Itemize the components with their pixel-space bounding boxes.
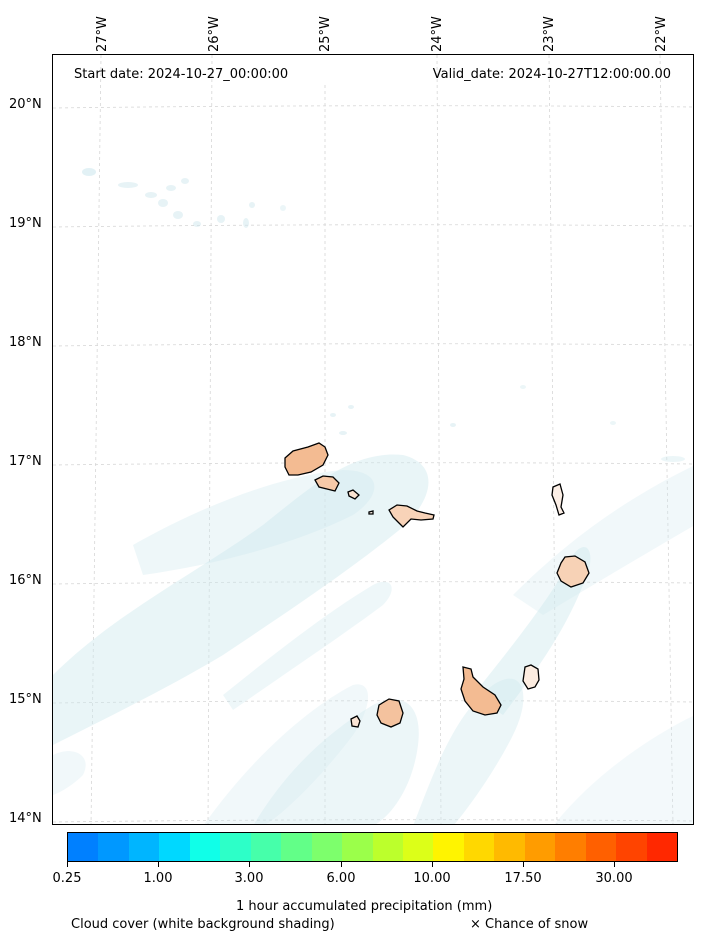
island-santo-antao [284, 442, 329, 476]
colorbar-swatch [433, 833, 466, 861]
graticule [53, 55, 693, 824]
colorbar-swatch [585, 833, 618, 861]
colorbar-swatch [524, 833, 557, 861]
island-raso [368, 510, 374, 515]
colorbar-swatch [250, 833, 283, 861]
colorbar-swatch [159, 833, 191, 861]
colorbar-tick [158, 862, 159, 867]
colorbar-swatch [189, 833, 222, 861]
cloud-cover-shading [53, 168, 693, 824]
colorbar-tick [341, 862, 342, 867]
island-fogo [376, 698, 404, 728]
island-sal [551, 483, 565, 516]
map-panel[interactable]: Start date: 2024-10-27_00:00:00 Valid_da… [52, 54, 694, 825]
colorbar-swatch [68, 833, 100, 861]
island-boa-vista [556, 555, 590, 588]
colorbar-tick-label: 0.25 [52, 871, 82, 886]
islands [284, 442, 590, 728]
island-sao-nicolau [388, 504, 435, 528]
colorbar-tick-label: 6.00 [326, 871, 356, 886]
island-santa-luzia [347, 489, 360, 500]
lon-label-25w: 25°W [318, 16, 333, 52]
snow-chance-note: × Chance of snow [470, 917, 589, 932]
colorbar-tick-label: 10.00 [413, 871, 451, 886]
start-date-label: Start date: 2024-10-27_00:00:00 [74, 67, 289, 82]
lat-label-14n: 14°N [9, 811, 42, 826]
lon-label-23w: 23°W [542, 16, 557, 52]
colorbar-swatch [342, 833, 374, 861]
colorbar-title: 1 hour accumulated precipitation (mm) [236, 899, 493, 914]
colorbar-tick-label: 30.00 [595, 871, 633, 886]
colorbar-swatch [220, 833, 252, 861]
map-canvas [53, 55, 693, 824]
colorbar-swatch [402, 833, 435, 861]
colorbar-tick [67, 862, 68, 867]
colorbar-swatch [372, 833, 405, 861]
colorbar-swatch [98, 833, 131, 861]
island-sao-vicente [314, 475, 340, 492]
colorbar-swatch [463, 833, 496, 861]
colorbar-swatch [616, 833, 648, 861]
precipitation-colorbar [67, 832, 678, 862]
valid-date-label: Valid_date: 2024-10-27T12:00:00.00 [432, 67, 671, 82]
colorbar-tick [614, 862, 615, 867]
island-brava [350, 715, 361, 728]
colorbar-swatch [281, 833, 313, 861]
colorbar-swatch [128, 833, 161, 861]
colorbar-swatch [311, 833, 344, 861]
colorbar-swatch [494, 833, 526, 861]
colorbar-tick-label: 1.00 [143, 871, 173, 886]
colorbar-tick [249, 862, 250, 867]
lat-label-19n: 19°N [9, 216, 42, 231]
island-santiago [460, 666, 502, 716]
lat-label-17n: 17°N [9, 454, 42, 469]
lon-label-26w: 26°W [207, 16, 222, 52]
colorbar-tick [523, 862, 524, 867]
colorbar-swatch [555, 833, 587, 861]
colorbar-swatch [646, 833, 677, 861]
lon-label-24w: 24°W [430, 16, 445, 52]
lat-label-20n: 20°N [9, 97, 42, 112]
colorbar-tick-label: 3.00 [234, 871, 264, 886]
island-maio [522, 664, 540, 690]
lat-label-15n: 15°N [9, 692, 42, 707]
colorbar-tick-label: 17.50 [504, 871, 542, 886]
lon-label-27w: 27°W [95, 16, 110, 52]
lat-label-18n: 18°N [9, 335, 42, 350]
cloud-cover-note: Cloud cover (white background shading) [71, 917, 335, 932]
lat-label-16n: 16°N [9, 573, 42, 588]
lon-label-22w: 22°W [654, 16, 669, 52]
colorbar-tick [432, 862, 433, 867]
